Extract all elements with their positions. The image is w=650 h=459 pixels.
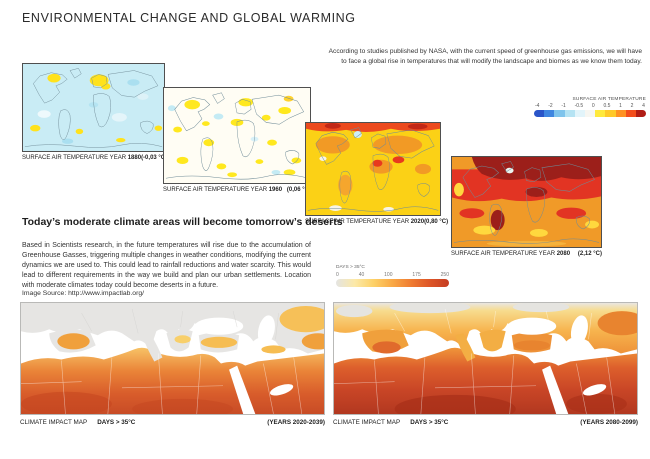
caption-year: 1880 [127,155,142,161]
world-map-1960 [163,87,311,184]
anomaly-value: (2,12 °C) [577,251,602,257]
days-tick-2: 100 [384,272,393,278]
impact-map-2020 [20,302,325,415]
days-legend-title: DAYS > 35°C [336,265,365,270]
caption-text: SURFACE AIR TEMPERATURE YEAR [451,251,556,257]
caption-2080: SURFACE AIR TEMPERATURE YEAR 2080 [451,251,570,257]
section-body: Based in Scientists research, in the fut… [22,242,311,290]
temperature-legend-swatch [554,110,565,117]
temp-map-1880-figure: SURFACE AIR TEMPERATURE YEAR 1880 (-0,03… [22,63,168,161]
impact-map-2020-label: CLIMATE IMPACT MAP DAYS > 35°C (YEARS 20… [20,419,325,426]
temp-tick-5: 0.5 [603,103,611,109]
temp-tick-2: -1 [561,103,566,109]
temperature-legend-swatch [635,110,646,117]
days-tick-4: 250 [440,272,449,278]
caption-text: SURFACE AIR TEMPERATURE YEAR [305,219,410,225]
temp-tick-6: 1 [619,103,622,109]
temperature-legend-bar [534,110,646,117]
temp-tick-4: 0 [591,103,595,109]
caption-1880: SURFACE AIR TEMPERATURE YEAR 1880 [22,155,141,161]
temp-map-2080-label: SURFACE AIR TEMPERATURE YEAR 2080 (2,12 … [451,251,602,257]
impact-years: (YEARS 2020-2039) [267,419,325,426]
temperature-legend-swatch [625,110,636,117]
anomaly-value: (0,80 °C) [424,219,449,225]
days-tick-0: 0 [336,272,339,278]
temp-tick-8: 4 [642,103,645,109]
days-legend-ticks: 0 40 100 175 250 [336,272,449,278]
world-map-1880 [22,63,165,152]
temp-map-2020-figure: SURFACE AIR TEMPERATURE YEAR 2020 (0,80 … [305,122,448,225]
impact-map-2020-figure: CLIMATE IMPACT MAP DAYS > 35°C (YEARS 20… [20,302,325,426]
temp-map-1960-label: SURFACE AIR TEMPERATURE YEAR 1960 (0,06 … [163,187,311,193]
temp-map-2020-label: SURFACE AIR TEMPERATURE YEAR 2020 (0,80 … [305,219,448,225]
image-source-text: Image Source: http://www.impactlab.org/ [22,290,145,297]
impact-map-2080-figure: CLIMATE IMPACT MAP DAYS > 35°C (YEARS 20… [333,302,638,426]
temp-tick-3: -0.5 [574,103,584,109]
temp-map-2080-figure: SURFACE AIR TEMPERATURE YEAR 2080 (2,12 … [451,156,602,257]
temp-tick-1: -2 [548,103,553,109]
days-legend-bar [336,279,449,287]
temperature-legend-swatch [564,110,575,117]
days-tick-3: 175 [412,272,421,278]
temperature-legend-swatch [544,110,555,117]
caption-1960: SURFACE AIR TEMPERATURE YEAR 1960 [163,187,282,193]
temperature-legend-swatch [615,110,626,117]
temperature-legend: SURFACE AIR TEMPERATURE -4 -2 -1 -0.5 0 … [534,97,646,117]
days-legend: DAYS > 35°C 0 40 100 175 250 [336,265,449,287]
temp-map-1880-label: SURFACE AIR TEMPERATURE YEAR 1880 (-0,03… [22,155,168,161]
impact-sublabel: DAYS > 35°C [410,419,449,426]
world-map-2080 [451,156,602,248]
impact-map-2080 [333,302,638,415]
temperature-legend-swatch [574,110,585,117]
impact-years: (YEARS 2080-2099) [580,419,638,426]
temp-tick-7: 2 [630,103,634,109]
impact-label-text: CLIMATE IMPACT MAP [333,419,401,426]
caption-year: 1960 [268,187,283,193]
temp-tick-0: -4 [535,103,540,109]
days-tick-1: 40 [358,272,365,278]
caption-text: SURFACE AIR TEMPERATURE YEAR [163,187,268,193]
intro-paragraph: According to studies published by NASA, … [328,48,642,65]
anomaly-value: (-0,03 °C) [141,155,168,161]
caption-year: 2020 [410,219,425,225]
temperature-legend-swatch [534,110,545,117]
impact-sublabel: DAYS > 35°C [97,419,136,426]
caption-text: SURFACE AIR TEMPERATURE YEAR [22,155,127,161]
temperature-legend-swatch [605,110,616,117]
section-heading: Today’s moderate climate areas will beco… [22,216,343,228]
world-map-2020 [305,122,441,216]
temp-map-1960-figure: SURFACE AIR TEMPERATURE YEAR 1960 (0,06 … [163,87,311,193]
impact-label-text: CLIMATE IMPACT MAP [20,419,88,426]
temperature-legend-ticks: -4 -2 -1 -0.5 0 0.5 1 2 4 [534,103,646,109]
anomaly-value: (0,06 °C) [286,187,311,193]
temperature-legend-swatch [595,110,606,117]
temperature-legend-title: SURFACE AIR TEMPERATURE [572,97,646,102]
caption-year: 2080 [556,251,571,257]
temperature-legend-swatch [584,110,596,117]
impact-map-2080-label: CLIMATE IMPACT MAP DAYS > 35°C (YEARS 20… [333,419,638,426]
caption-2020: SURFACE AIR TEMPERATURE YEAR 2020 [305,219,424,225]
page-title: ENVIRONMENTAL CHANGE AND GLOBAL WARMING [22,11,356,25]
